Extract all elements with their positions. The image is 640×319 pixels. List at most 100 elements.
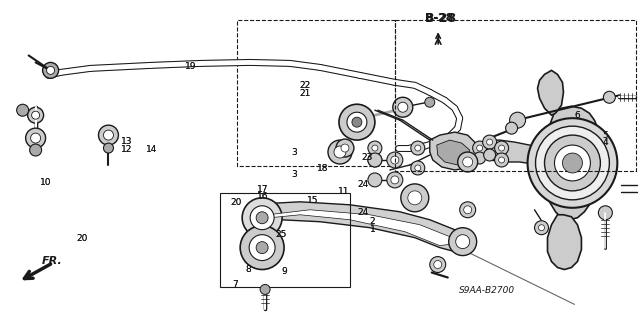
Text: 8: 8 <box>245 264 251 274</box>
Bar <box>396 20 636 171</box>
Circle shape <box>372 145 378 151</box>
Circle shape <box>334 146 346 158</box>
Text: 11: 11 <box>338 187 349 197</box>
Polygon shape <box>538 70 563 115</box>
Text: 3: 3 <box>291 148 297 157</box>
Circle shape <box>256 241 268 254</box>
Circle shape <box>563 153 582 173</box>
Circle shape <box>260 285 270 294</box>
Circle shape <box>456 235 470 249</box>
Circle shape <box>336 139 354 157</box>
Text: 20: 20 <box>76 234 88 243</box>
Bar <box>220 193 350 287</box>
Text: FR.: FR. <box>42 256 63 266</box>
Text: 18: 18 <box>317 164 328 173</box>
Text: 8: 8 <box>245 264 251 274</box>
Circle shape <box>527 118 618 208</box>
Text: 20: 20 <box>230 198 242 207</box>
Circle shape <box>463 157 473 167</box>
Circle shape <box>28 107 44 123</box>
Circle shape <box>598 206 612 220</box>
Circle shape <box>47 66 54 74</box>
Text: 1: 1 <box>370 225 376 234</box>
Text: 6: 6 <box>574 111 580 120</box>
Circle shape <box>43 63 59 78</box>
Text: 2: 2 <box>370 217 376 226</box>
Circle shape <box>538 225 545 231</box>
Circle shape <box>17 104 29 116</box>
Circle shape <box>499 145 504 151</box>
Circle shape <box>458 152 477 172</box>
Text: 23: 23 <box>362 153 373 162</box>
Text: B-28: B-28 <box>426 13 454 23</box>
Text: 22: 22 <box>300 81 311 90</box>
Circle shape <box>31 133 40 143</box>
Circle shape <box>368 141 382 155</box>
Text: 5: 5 <box>602 130 608 139</box>
Polygon shape <box>484 140 547 165</box>
Circle shape <box>341 144 349 152</box>
Circle shape <box>368 153 382 167</box>
Circle shape <box>495 141 509 155</box>
Text: 9: 9 <box>282 267 287 276</box>
Circle shape <box>474 152 486 164</box>
Text: B-28: B-28 <box>426 12 458 25</box>
Circle shape <box>250 206 274 230</box>
Circle shape <box>483 135 497 149</box>
Circle shape <box>391 176 399 184</box>
Text: 15: 15 <box>307 196 319 205</box>
Circle shape <box>545 135 600 191</box>
Text: 7: 7 <box>232 280 237 289</box>
Circle shape <box>328 140 352 164</box>
Text: 21: 21 <box>300 89 311 98</box>
Circle shape <box>495 153 509 167</box>
Polygon shape <box>245 202 465 252</box>
Text: 24: 24 <box>357 208 368 217</box>
Circle shape <box>249 235 275 261</box>
Text: 18: 18 <box>317 164 328 173</box>
Circle shape <box>387 172 403 188</box>
Circle shape <box>368 153 382 167</box>
Polygon shape <box>430 132 477 170</box>
Circle shape <box>536 126 609 200</box>
Text: 12: 12 <box>121 145 132 154</box>
Text: 14: 14 <box>147 145 157 154</box>
Circle shape <box>391 156 399 164</box>
Text: 11: 11 <box>338 187 349 197</box>
Circle shape <box>415 145 420 151</box>
Text: 23: 23 <box>362 153 373 162</box>
Text: 3: 3 <box>291 170 297 179</box>
Circle shape <box>393 97 413 117</box>
Circle shape <box>473 141 486 155</box>
Circle shape <box>339 104 375 140</box>
Polygon shape <box>543 106 602 220</box>
Circle shape <box>534 221 548 235</box>
Text: 25: 25 <box>275 230 287 239</box>
Text: 19: 19 <box>184 62 196 71</box>
Text: 1: 1 <box>370 225 376 234</box>
Circle shape <box>506 122 518 134</box>
Circle shape <box>411 141 425 155</box>
Text: 6: 6 <box>574 111 580 120</box>
Text: 16: 16 <box>257 192 269 202</box>
Circle shape <box>240 226 284 270</box>
Text: 10: 10 <box>40 178 52 187</box>
Circle shape <box>352 117 362 127</box>
Text: S9AA-B2700: S9AA-B2700 <box>460 286 515 295</box>
Circle shape <box>509 112 525 128</box>
Text: 25: 25 <box>275 230 287 239</box>
Text: 14: 14 <box>147 145 157 154</box>
Circle shape <box>398 102 408 112</box>
Text: 21: 21 <box>300 89 311 98</box>
Text: 24: 24 <box>357 180 368 189</box>
Polygon shape <box>436 140 470 165</box>
Circle shape <box>499 157 504 163</box>
Circle shape <box>486 139 493 145</box>
Polygon shape <box>547 215 581 270</box>
Text: 13: 13 <box>121 137 132 146</box>
Text: 4: 4 <box>602 138 608 147</box>
Text: 5: 5 <box>602 130 608 139</box>
Circle shape <box>604 91 615 103</box>
Text: 17: 17 <box>257 185 269 194</box>
Text: 4: 4 <box>602 138 608 147</box>
